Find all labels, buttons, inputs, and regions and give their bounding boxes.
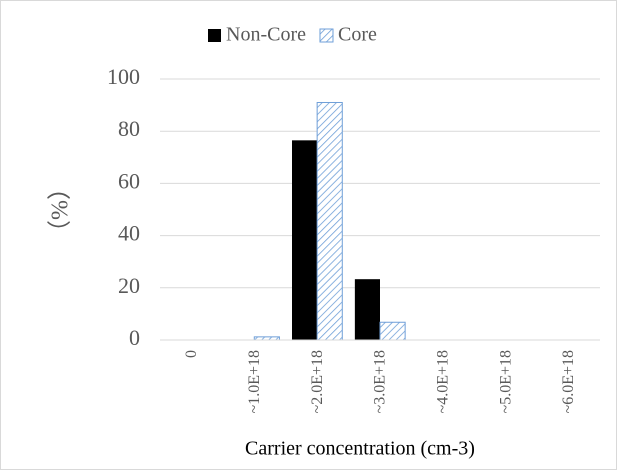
x-tick-label: ~1.0E+18 bbox=[246, 350, 263, 413]
legend-swatch bbox=[319, 28, 334, 43]
y-tick-label: 0 bbox=[129, 325, 140, 350]
y-tick-label: 20 bbox=[118, 273, 140, 298]
x-tick-label: ~5.0E+18 bbox=[497, 350, 514, 413]
y-tick-label: 60 bbox=[118, 168, 140, 193]
y-tick-label: 80 bbox=[118, 116, 140, 141]
legend-label: Non-Core bbox=[226, 24, 306, 46]
x-axis-label: Carrier concentration (cm-3) bbox=[245, 438, 475, 460]
bar bbox=[316, 101, 343, 341]
x-tick-label: ~3.0E+18 bbox=[372, 350, 389, 413]
bar bbox=[379, 321, 406, 341]
y-tick-label: 40 bbox=[118, 221, 140, 246]
x-tick-label: ~2.0E+18 bbox=[309, 350, 326, 413]
x-tick-label: 0 bbox=[183, 350, 200, 358]
y-axis-label: （%） bbox=[48, 176, 74, 244]
x-tick-label: ~6.0E+18 bbox=[560, 350, 577, 413]
bar bbox=[354, 279, 380, 340]
legend-swatch bbox=[208, 29, 221, 42]
legend: Non-Core Core bbox=[208, 24, 377, 46]
y-tick-label: 100 bbox=[107, 64, 140, 89]
bar bbox=[292, 140, 318, 340]
x-tick-label: ~4.0E+18 bbox=[435, 350, 452, 413]
legend-label: Core bbox=[338, 24, 377, 46]
